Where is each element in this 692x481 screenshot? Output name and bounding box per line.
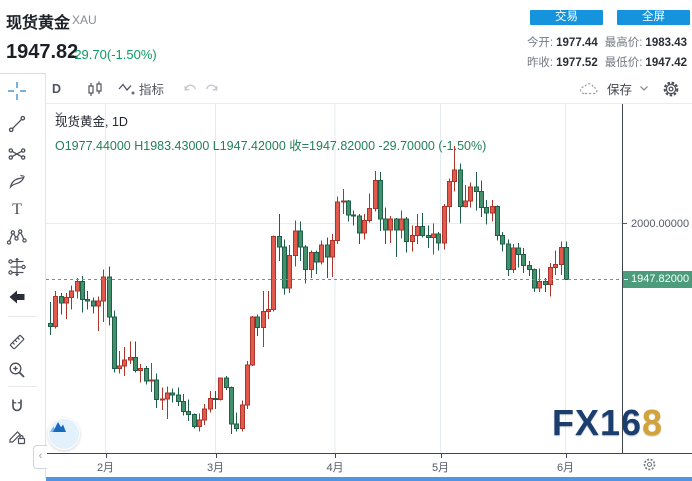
trend-line-tool[interactable] [7,112,37,136]
last-price: 1947.82 [6,41,79,63]
time-axis-tick [335,454,336,458]
last-price-tag: 1947.82000 [623,271,692,288]
instrument-title: 现货黄金 [6,15,71,32]
toolbar-right: 保存 [579,74,680,103]
interval-button[interactable]: D [52,81,62,96]
price-change: -29.70(-1.50%) [70,47,157,62]
crossed-trend-lines-icon [7,143,27,163]
prev-close-label: 昨收: [526,57,554,69]
indicators-label: 指标 [139,83,165,97]
redo-arrow-icon [204,81,220,97]
chevron-down-icon[interactable] [639,85,649,92]
left-arrow-icon [7,287,27,307]
candlestick-icon [86,80,104,98]
magnet-mode-tool[interactable] [7,394,37,418]
high-value: 1983.43 [645,37,687,49]
time-axis-label: 5月 [431,462,450,474]
sidebar-divider [8,386,37,387]
time-axis-label: 4月 [326,462,344,474]
time-axis-label: 2月 [96,462,115,474]
time-axis-label: 6月 [556,462,575,474]
stats-row-2: 昨收: 1977.52 最低价: 1947.42 [527,54,687,70]
toolbar-divider [46,103,692,104]
settings-gear-icon[interactable] [662,80,680,98]
chart-legend: 现货黄金, 1D O1977.44000 H1983.43000 L1947.4… [55,111,486,154]
open-value: 1977.44 [556,37,598,49]
crosshair-icon [7,81,27,101]
time-axis-tick [440,454,442,458]
measure-tool[interactable] [7,330,37,354]
chart-toolbar: D 指标 [46,74,692,103]
time-axis-tick [565,454,567,458]
legend-symbol-interval: 现货黄金, 1D [55,115,128,129]
xabcd-pattern-icon [7,227,27,247]
zoom-in-tool[interactable] [7,358,37,382]
svg-text:T: T [12,201,22,218]
brush-icon [7,171,27,191]
time-axis[interactable]: 2月 3月 4月 5月 6月 [46,453,692,478]
stats-row-1: 今开: 1977.44 最高价: 1983.43 [527,34,687,50]
price-axis-grid-label: 2000.00000 [631,218,690,230]
undo-arrow-icon [182,81,198,97]
open-label: 今开: [526,37,554,49]
crosshair-tool[interactable] [7,79,37,103]
save-button[interactable]: 保存 [606,83,632,97]
indicator-wave-icon [118,81,135,97]
trade-button[interactable]: 交易 [530,10,603,25]
low-value: 1947.42 [645,57,687,69]
high-label: 最高价: [604,37,643,49]
chart-pane[interactable]: 现货黄金, 1D O1977.44000 H1983.43000 L1947.4… [46,104,622,453]
time-axis-label: 3月 [206,462,225,474]
fullscreen-button[interactable]: 全屏 [617,10,690,25]
text-icon: T [7,199,27,219]
trend-line-icon [7,114,27,134]
pattern-xabcd-tool[interactable] [7,225,37,249]
price-axis-tick [623,223,627,224]
magnifier-plus-icon [7,360,27,380]
undo-button[interactable] [182,74,198,103]
fx168-watermark-gold: 8 [642,402,664,443]
drawing-toolbar: T [0,73,47,478]
bottom-accent-bar [46,477,692,481]
axis-settings-gear-icon[interactable] [642,457,657,472]
prev-close-value: 1977.52 [556,57,598,69]
ruler-icon [7,332,27,352]
hide-drawings-tool[interactable] [7,285,37,309]
legend-ohlc-values: O1977.44000 H1983.43000 L1947.42000 收=19… [55,139,487,153]
instrument-symbol: XAU [72,13,97,27]
time-axis-tick [215,454,217,458]
pencil-lock-icon [7,426,27,446]
candlestick-canvas[interactable] [46,104,622,453]
cloud-save-icon [579,81,600,96]
low-label: 最低价: [604,57,643,69]
position-lines-icon [7,257,27,277]
chart-style-button[interactable] [86,74,104,103]
chart-logo-button[interactable] [48,418,80,450]
sidebar-collapse-handle[interactable]: ‹ [33,445,47,469]
sidebar-divider [8,316,37,317]
fx168-watermark: FX168 [552,405,663,441]
prediction-position-tool[interactable] [7,255,37,279]
redo-button[interactable] [204,74,220,103]
brush-tool[interactable] [7,169,37,193]
fx168-watermark-navy: FX16 [552,402,643,443]
time-axis-tick [105,454,107,458]
price-axis[interactable]: 2000.00000 1947.82000 [622,104,692,453]
drawing-lock-tool[interactable] [7,424,37,448]
text-tool[interactable]: T [7,197,37,221]
indicators-button[interactable]: 指标 [118,74,164,103]
magnet-icon [7,396,27,416]
gann-fib-tool[interactable] [7,141,37,165]
